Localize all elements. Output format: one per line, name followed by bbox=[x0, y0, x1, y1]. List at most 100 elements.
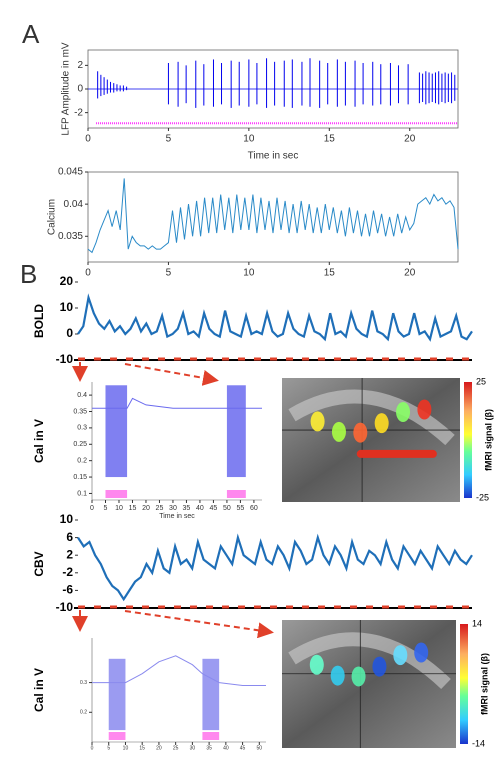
activation bbox=[330, 665, 345, 686]
y-axis-label: BOLD bbox=[32, 304, 46, 338]
colorbar-tick-label: 25 bbox=[476, 376, 486, 386]
y-tick-label: 10 bbox=[60, 300, 74, 314]
x-tick-label: 20 bbox=[404, 268, 416, 279]
x-tick-label: 10 bbox=[115, 505, 123, 512]
burst bbox=[202, 658, 220, 731]
x-tick-label: 10 bbox=[123, 745, 129, 751]
y-tick-label: 0.25 bbox=[73, 441, 87, 448]
y-tick-label: -10 bbox=[56, 600, 74, 614]
x-tick-label: 55 bbox=[237, 505, 245, 512]
x-tick-label: 5 bbox=[166, 134, 172, 145]
x-tick-label: 10 bbox=[243, 134, 255, 145]
x-tick-label: 35 bbox=[206, 745, 212, 751]
x-tick-label: 20 bbox=[142, 505, 150, 512]
x-tick-label: 5 bbox=[166, 268, 172, 279]
activation bbox=[353, 422, 368, 443]
y-tick-label: 0.35 bbox=[73, 408, 87, 415]
y-tick-label: -2 bbox=[74, 107, 83, 118]
x-tick-label: 25 bbox=[156, 505, 164, 512]
y-tick-label: 10 bbox=[60, 512, 74, 526]
x-tick-label: 20 bbox=[156, 745, 162, 751]
x-tick-label: 45 bbox=[210, 505, 218, 512]
y-tick-label: 20 bbox=[60, 274, 74, 288]
data-line bbox=[77, 293, 473, 342]
x-axis-label: Time in sec bbox=[159, 513, 195, 520]
y-tick-label: 0 bbox=[66, 326, 73, 340]
data-line bbox=[77, 533, 473, 602]
plot-frame bbox=[87, 171, 459, 263]
x-tick-label: 30 bbox=[190, 745, 196, 751]
x-tick-label: 0 bbox=[91, 745, 94, 751]
x-tick-label: 0 bbox=[85, 134, 91, 145]
activation bbox=[414, 642, 429, 663]
stimulus bbox=[105, 490, 128, 498]
y-tick-label: 6 bbox=[66, 530, 73, 544]
activation bbox=[396, 402, 411, 423]
x-tick-label: 40 bbox=[196, 505, 204, 512]
x-tick-label: 15 bbox=[139, 745, 145, 751]
y-axis-label: Cal in V bbox=[32, 668, 46, 712]
activation bbox=[351, 666, 366, 687]
burst bbox=[105, 385, 128, 478]
x-axis-label: Time in sec bbox=[248, 151, 299, 162]
activation bbox=[310, 411, 325, 432]
x-tick-label: 30 bbox=[169, 505, 177, 512]
y-tick-label: 0.2 bbox=[80, 710, 87, 716]
y-axis-label: Cal in V bbox=[32, 419, 46, 463]
brain-tissue bbox=[288, 389, 455, 446]
x-tick-label: 35 bbox=[183, 505, 191, 512]
x-tick-label: 10 bbox=[243, 268, 255, 279]
y-tick-label: -10 bbox=[56, 352, 74, 366]
panel-label: A bbox=[22, 19, 40, 49]
colorbar-tick-label: 14 bbox=[472, 618, 482, 628]
y-axis-label: LFP Amplitude in mV bbox=[61, 42, 72, 136]
y-tick-label: 0.035 bbox=[58, 231, 83, 242]
colorbar-label: fMRI signal (β) bbox=[483, 409, 493, 471]
colorbar-tick-label: -14 bbox=[472, 738, 485, 748]
burst bbox=[226, 385, 246, 478]
burst bbox=[108, 658, 126, 731]
activation bbox=[309, 654, 324, 675]
y-tick-label: 0.045 bbox=[58, 167, 83, 178]
y-tick-label: 0.4 bbox=[77, 392, 87, 399]
colorbar-tick-label: -25 bbox=[476, 492, 489, 502]
y-tick-label: 2 bbox=[66, 547, 73, 561]
activation bbox=[393, 645, 408, 666]
activation bbox=[331, 421, 346, 442]
y-tick-label: 0 bbox=[77, 84, 83, 95]
colorbar bbox=[464, 382, 472, 498]
x-tick-label: 50 bbox=[223, 505, 231, 512]
x-tick-label: 45 bbox=[240, 745, 246, 751]
stimulus bbox=[202, 732, 220, 740]
data-line bbox=[92, 655, 266, 686]
stimulus bbox=[226, 490, 246, 498]
y-tick-label: 0.04 bbox=[64, 199, 84, 210]
y-tick-label: -2 bbox=[62, 565, 73, 579]
colorbar-label: fMRI signal (β) bbox=[479, 653, 489, 715]
activation bbox=[374, 413, 389, 434]
x-tick-label: 15 bbox=[324, 268, 336, 279]
x-tick-label: 50 bbox=[257, 745, 263, 751]
y-tick-label: 0.3 bbox=[77, 425, 87, 432]
activation bbox=[372, 656, 387, 677]
x-tick-label: 0 bbox=[85, 268, 91, 279]
activation bbox=[356, 449, 437, 458]
x-tick-label: 15 bbox=[129, 505, 137, 512]
arrows bbox=[72, 362, 274, 639]
stimulus bbox=[108, 732, 126, 740]
y-axis-label: Calcium bbox=[47, 199, 58, 235]
panel-label: B bbox=[20, 259, 37, 289]
x-tick-label: 15 bbox=[324, 134, 336, 145]
colorbar bbox=[460, 624, 468, 744]
x-tick-label: 40 bbox=[223, 745, 229, 751]
data-line bbox=[92, 397, 262, 409]
x-tick-label: 5 bbox=[107, 745, 110, 751]
brain-tissue bbox=[288, 632, 451, 690]
x-tick-label: 0 bbox=[90, 505, 94, 512]
x-tick-label: 20 bbox=[404, 134, 416, 145]
y-tick-label: 0.3 bbox=[80, 680, 87, 686]
activation bbox=[417, 399, 432, 420]
y-axis-label: CBV bbox=[32, 551, 46, 576]
data-line bbox=[87, 178, 459, 254]
